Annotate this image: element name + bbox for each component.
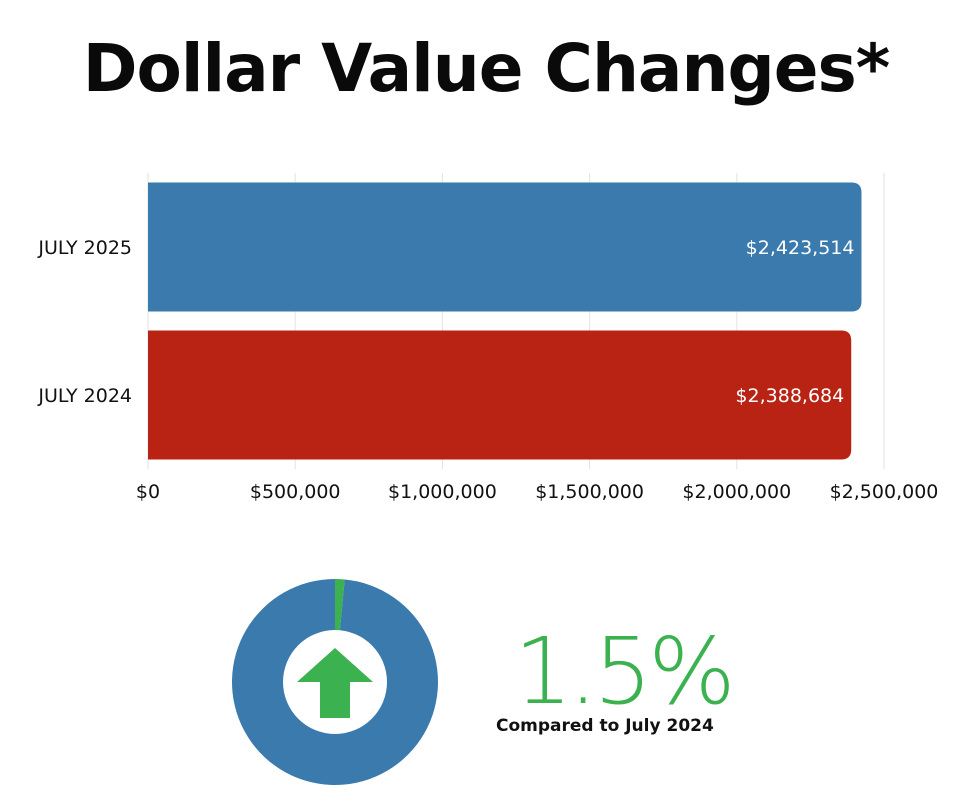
x-tick-label: $1,000,000 — [388, 481, 497, 503]
bar — [148, 330, 852, 460]
x-tick-label: $500,000 — [250, 481, 341, 503]
x-tick-label: $0 — [136, 481, 160, 503]
change-donut-chart — [232, 579, 438, 785]
x-tick-label: $1,500,000 — [535, 481, 644, 503]
change-percent: 1.5% — [514, 618, 736, 725]
bar — [148, 182, 862, 312]
bar-chart: $2,423,514 JULY 2025 $2,388,684 JULY 2024 $… — [37, 173, 938, 503]
x-tick-label: $2,000,000 — [682, 481, 791, 503]
bars — [148, 182, 862, 460]
category-label: JULY 2024 — [37, 385, 132, 407]
comparison-caption: Compared to July 2024 — [496, 716, 714, 736]
x-axis-ticks: $0 $500,000 $1,000,000 $1,500,000 $2,000,000… — [136, 481, 938, 503]
bar-value-label: $2,423,514 — [746, 237, 855, 259]
x-tick-label: $2,500,000 — [830, 481, 939, 503]
bar-value-label: $2,388,684 — [735, 385, 844, 407]
chart-title: Dollar Value Changes* — [82, 30, 891, 107]
bar-labels: $2,423,514 JULY 2025 $2,388,684 JULY 2024 — [37, 237, 854, 407]
up-arrow-icon — [297, 648, 373, 718]
category-label: JULY 2025 — [37, 237, 132, 259]
